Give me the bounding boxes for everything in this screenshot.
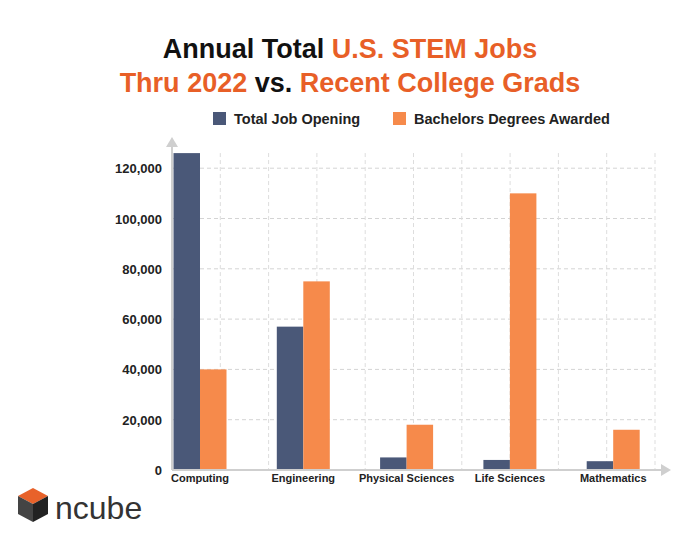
legend-swatch — [393, 112, 406, 125]
grid-line-vertical — [655, 153, 656, 470]
bar — [380, 457, 407, 470]
y-axis-arrow — [166, 137, 178, 147]
bar — [587, 461, 614, 470]
bar — [613, 430, 640, 470]
bar — [303, 281, 330, 470]
y-tick-label: 40,000 — [122, 362, 162, 377]
grid-line — [172, 319, 655, 320]
x-tick-label: Mathematics — [580, 472, 647, 484]
x-axis — [172, 469, 665, 471]
grid-line-vertical — [268, 153, 269, 470]
y-tick-label: 120,000 — [115, 161, 162, 176]
x-tick-label: Engineering — [272, 472, 336, 484]
legend-label: Bachelors Degrees Awarded — [414, 111, 610, 127]
y-axis — [171, 143, 173, 470]
bar — [200, 369, 227, 470]
y-tick-label: 60,000 — [122, 312, 162, 327]
bar — [483, 460, 510, 470]
logo-text: ncube — [55, 490, 142, 526]
y-tick-label: 100,000 — [115, 212, 162, 227]
grid-line-vertical — [558, 153, 559, 470]
chart: Annual Total U.S. STEM JobsThru 2022 vs.… — [0, 0, 700, 547]
bar — [174, 153, 201, 470]
y-tick-label: 0 — [155, 463, 162, 478]
x-tick-label: Physical Sciences — [359, 472, 454, 484]
grid-line-vertical — [413, 153, 414, 470]
grid-line-vertical — [365, 153, 366, 470]
grid-line-vertical — [461, 153, 462, 470]
x-tick-label: Computing — [171, 472, 229, 484]
x-tick-label: Life Sciences — [475, 472, 545, 484]
title: Annual Total U.S. STEM JobsThru 2022 vs.… — [120, 34, 581, 98]
logo-icon — [18, 488, 48, 522]
y-tick-label: 20,000 — [122, 413, 162, 428]
grid-line-vertical — [606, 153, 607, 470]
bar — [277, 327, 304, 470]
x-axis-arrow — [661, 464, 671, 476]
legend-label: Total Job Opening — [234, 111, 360, 127]
legend-swatch — [213, 112, 226, 125]
bars — [174, 153, 640, 470]
grid-line — [172, 369, 655, 370]
y-tick-label: 80,000 — [122, 262, 162, 277]
bar — [407, 425, 434, 470]
bar — [510, 193, 537, 470]
